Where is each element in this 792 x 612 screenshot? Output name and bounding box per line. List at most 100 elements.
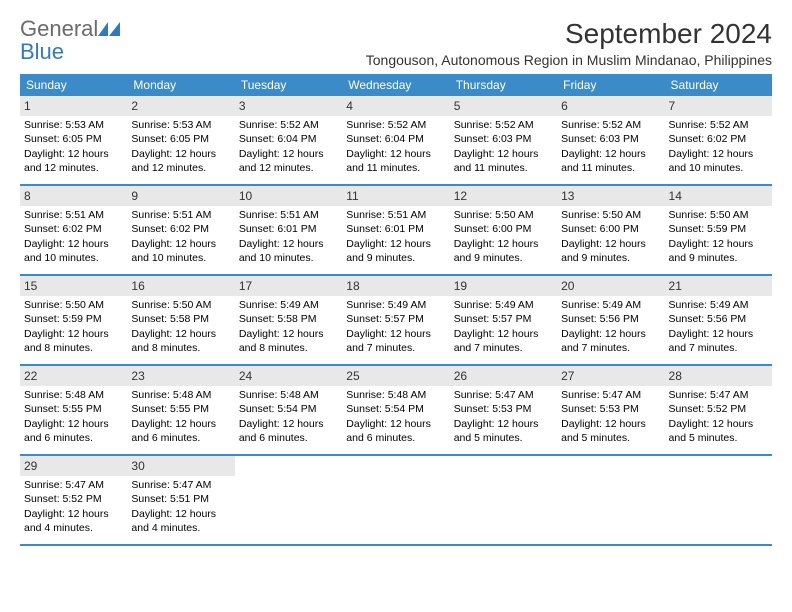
day-cell: 6Sunrise: 5:52 AMSunset: 6:03 PMDaylight… (557, 96, 664, 184)
day-number: 10 (235, 186, 342, 206)
day-cell (557, 456, 664, 544)
daylight-text: Daylight: 12 hours and 12 minutes. (239, 147, 338, 175)
day-header: Wednesday (342, 74, 449, 96)
day-cell: 20Sunrise: 5:49 AMSunset: 5:56 PMDayligh… (557, 276, 664, 364)
daylight-text: Daylight: 12 hours and 10 minutes. (239, 237, 338, 265)
daylight-text: Daylight: 12 hours and 6 minutes. (346, 417, 445, 445)
logo-text-blue: Blue (20, 39, 64, 64)
day-number: 25 (342, 366, 449, 386)
daylight-text: Daylight: 12 hours and 4 minutes. (131, 507, 230, 535)
sunset-text: Sunset: 6:04 PM (239, 132, 338, 146)
daylight-text: Daylight: 12 hours and 4 minutes. (24, 507, 123, 535)
daylight-text: Daylight: 12 hours and 11 minutes. (346, 147, 445, 175)
day-cell (450, 456, 557, 544)
daylight-text: Daylight: 12 hours and 7 minutes. (454, 327, 553, 355)
sunset-text: Sunset: 5:53 PM (454, 402, 553, 416)
daylight-text: Daylight: 12 hours and 8 minutes. (239, 327, 338, 355)
header: General Blue September 2024 Tongouson, A… (20, 18, 772, 68)
day-cell: 4Sunrise: 5:52 AMSunset: 6:04 PMDaylight… (342, 96, 449, 184)
day-cell (342, 456, 449, 544)
sunrise-text: Sunrise: 5:49 AM (669, 298, 768, 312)
day-cell: 11Sunrise: 5:51 AMSunset: 6:01 PMDayligh… (342, 186, 449, 274)
daylight-text: Daylight: 12 hours and 9 minutes. (454, 237, 553, 265)
sunrise-text: Sunrise: 5:52 AM (561, 118, 660, 132)
sunset-text: Sunset: 6:02 PM (24, 222, 123, 236)
sunrise-text: Sunrise: 5:51 AM (24, 208, 123, 222)
sunrise-text: Sunrise: 5:48 AM (131, 388, 230, 402)
logo-sail-icon (98, 22, 120, 36)
day-header: Tuesday (235, 74, 342, 96)
day-cell: 13Sunrise: 5:50 AMSunset: 6:00 PMDayligh… (557, 186, 664, 274)
sunrise-text: Sunrise: 5:48 AM (24, 388, 123, 402)
sunrise-text: Sunrise: 5:50 AM (561, 208, 660, 222)
location-text: Tongouson, Autonomous Region in Muslim M… (366, 52, 772, 68)
sunset-text: Sunset: 5:53 PM (561, 402, 660, 416)
sunset-text: Sunset: 5:57 PM (454, 312, 553, 326)
daylight-text: Daylight: 12 hours and 8 minutes. (131, 327, 230, 355)
sunrise-text: Sunrise: 5:47 AM (454, 388, 553, 402)
daylight-text: Daylight: 12 hours and 5 minutes. (669, 417, 768, 445)
day-cell: 28Sunrise: 5:47 AMSunset: 5:52 PMDayligh… (665, 366, 772, 454)
sunset-text: Sunset: 5:51 PM (131, 492, 230, 506)
day-number: 27 (557, 366, 664, 386)
day-cell: 22Sunrise: 5:48 AMSunset: 5:55 PMDayligh… (20, 366, 127, 454)
daylight-text: Daylight: 12 hours and 9 minutes. (669, 237, 768, 265)
week-row: 15Sunrise: 5:50 AMSunset: 5:59 PMDayligh… (20, 276, 772, 366)
day-cell: 5Sunrise: 5:52 AMSunset: 6:03 PMDaylight… (450, 96, 557, 184)
sunset-text: Sunset: 6:02 PM (131, 222, 230, 236)
logo-text-general: General (20, 16, 98, 41)
day-cell: 14Sunrise: 5:50 AMSunset: 5:59 PMDayligh… (665, 186, 772, 274)
sunrise-text: Sunrise: 5:48 AM (346, 388, 445, 402)
sunset-text: Sunset: 5:52 PM (669, 402, 768, 416)
sunrise-text: Sunrise: 5:50 AM (131, 298, 230, 312)
day-number: 4 (342, 96, 449, 116)
day-number: 3 (235, 96, 342, 116)
day-number: 30 (127, 456, 234, 476)
sunrise-text: Sunrise: 5:49 AM (239, 298, 338, 312)
day-cell: 1Sunrise: 5:53 AMSunset: 6:05 PMDaylight… (20, 96, 127, 184)
day-header: Thursday (450, 74, 557, 96)
day-cell: 12Sunrise: 5:50 AMSunset: 6:00 PMDayligh… (450, 186, 557, 274)
day-number: 21 (665, 276, 772, 296)
day-cell: 23Sunrise: 5:48 AMSunset: 5:55 PMDayligh… (127, 366, 234, 454)
sunset-text: Sunset: 6:05 PM (131, 132, 230, 146)
sunrise-text: Sunrise: 5:49 AM (454, 298, 553, 312)
day-cell: 7Sunrise: 5:52 AMSunset: 6:02 PMDaylight… (665, 96, 772, 184)
day-cell: 18Sunrise: 5:49 AMSunset: 5:57 PMDayligh… (342, 276, 449, 364)
sunset-text: Sunset: 6:01 PM (346, 222, 445, 236)
day-number: 13 (557, 186, 664, 206)
sunrise-text: Sunrise: 5:47 AM (561, 388, 660, 402)
sunset-text: Sunset: 5:54 PM (346, 402, 445, 416)
day-header: Monday (127, 74, 234, 96)
daylight-text: Daylight: 12 hours and 6 minutes. (24, 417, 123, 445)
daylight-text: Daylight: 12 hours and 9 minutes. (346, 237, 445, 265)
day-number: 6 (557, 96, 664, 116)
day-number: 11 (342, 186, 449, 206)
calendar: Sunday Monday Tuesday Wednesday Thursday… (20, 74, 772, 546)
sunset-text: Sunset: 5:55 PM (24, 402, 123, 416)
sunset-text: Sunset: 5:54 PM (239, 402, 338, 416)
sunrise-text: Sunrise: 5:51 AM (239, 208, 338, 222)
daylight-text: Daylight: 12 hours and 5 minutes. (561, 417, 660, 445)
day-header-row: Sunday Monday Tuesday Wednesday Thursday… (20, 74, 772, 96)
daylight-text: Daylight: 12 hours and 5 minutes. (454, 417, 553, 445)
sunset-text: Sunset: 6:00 PM (561, 222, 660, 236)
daylight-text: Daylight: 12 hours and 12 minutes. (24, 147, 123, 175)
daylight-text: Daylight: 12 hours and 7 minutes. (561, 327, 660, 355)
day-number: 28 (665, 366, 772, 386)
day-number: 24 (235, 366, 342, 386)
sunrise-text: Sunrise: 5:52 AM (454, 118, 553, 132)
week-row: 1Sunrise: 5:53 AMSunset: 6:05 PMDaylight… (20, 96, 772, 186)
day-cell: 8Sunrise: 5:51 AMSunset: 6:02 PMDaylight… (20, 186, 127, 274)
sunrise-text: Sunrise: 5:50 AM (669, 208, 768, 222)
sunset-text: Sunset: 6:00 PM (454, 222, 553, 236)
day-cell: 21Sunrise: 5:49 AMSunset: 5:56 PMDayligh… (665, 276, 772, 364)
day-cell: 9Sunrise: 5:51 AMSunset: 6:02 PMDaylight… (127, 186, 234, 274)
day-cell: 15Sunrise: 5:50 AMSunset: 5:59 PMDayligh… (20, 276, 127, 364)
day-number: 1 (20, 96, 127, 116)
daylight-text: Daylight: 12 hours and 12 minutes. (131, 147, 230, 175)
sunset-text: Sunset: 6:03 PM (454, 132, 553, 146)
daylight-text: Daylight: 12 hours and 6 minutes. (239, 417, 338, 445)
day-header: Saturday (665, 74, 772, 96)
week-row: 8Sunrise: 5:51 AMSunset: 6:02 PMDaylight… (20, 186, 772, 276)
